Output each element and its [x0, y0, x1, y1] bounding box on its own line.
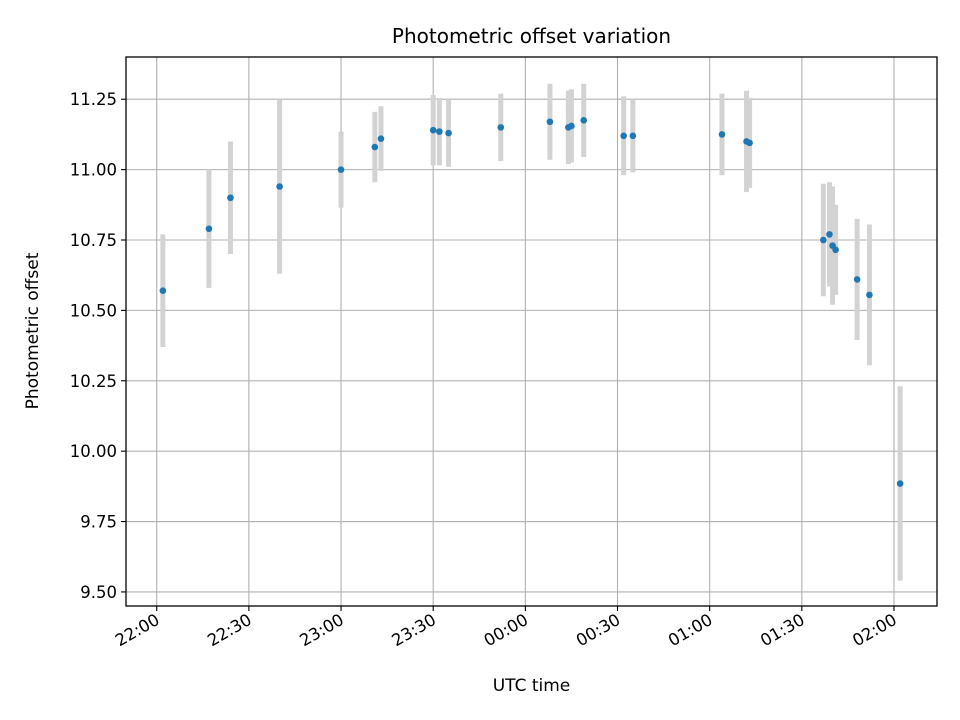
x-tick-label: 23:30	[389, 610, 440, 650]
data-point	[436, 128, 443, 135]
data-point	[820, 236, 827, 244]
x-tick-label: 22:30	[204, 610, 255, 650]
data-point	[445, 129, 452, 137]
data-point	[497, 124, 505, 131]
data-point	[620, 132, 627, 140]
y-tick-label: 9.50	[80, 583, 117, 602]
y-tick-label: 10.50	[70, 301, 117, 320]
data-point	[159, 287, 167, 294]
data-point	[718, 131, 726, 138]
data-point	[629, 132, 637, 140]
data-point	[227, 194, 234, 202]
x-tick-label: 00:30	[573, 610, 624, 650]
axis-ticks: 22:00 22:30 23:00 23:30 00:00 00:30 01:00 01:30…	[70, 90, 900, 650]
data-point	[568, 122, 575, 130]
error-bars	[160, 83, 903, 581]
x-tick-label: 01:30	[757, 610, 808, 650]
x-tick-label: 00:00	[481, 610, 532, 650]
x-tick-label: 02:00	[849, 610, 900, 650]
grid	[126, 57, 937, 606]
data-point	[826, 231, 833, 238]
x-tick-label: 01:00	[665, 610, 716, 650]
data-point	[371, 143, 379, 151]
data-point	[429, 126, 437, 134]
data-point	[276, 183, 283, 190]
x-axis-label: UTC time	[493, 676, 571, 696]
x-tick-label: 23:00	[296, 610, 347, 650]
data-point	[337, 166, 345, 173]
data-point	[853, 276, 861, 283]
data-point	[832, 246, 839, 254]
y-tick-label: 9.75	[80, 513, 117, 532]
x-tick-label: 22:00	[112, 610, 163, 650]
y-tick-label: 10.75	[70, 231, 117, 250]
data-point	[377, 135, 385, 142]
data-points	[159, 117, 904, 487]
y-tick-label: 11.00	[70, 161, 117, 180]
data-point	[896, 480, 904, 487]
y-tick-label: 10.00	[70, 442, 117, 461]
axes-frame	[125, 56, 938, 607]
data-point	[866, 291, 873, 299]
y-axis-label: Photometric offset	[23, 252, 43, 409]
data-point	[746, 139, 753, 147]
y-tick-label: 11.25	[70, 90, 117, 109]
data-point	[580, 117, 588, 124]
chart-title: Photometric offset variation	[392, 24, 671, 48]
data-point	[205, 225, 213, 233]
data-point	[546, 118, 554, 126]
y-tick-label: 10.25	[70, 372, 117, 391]
